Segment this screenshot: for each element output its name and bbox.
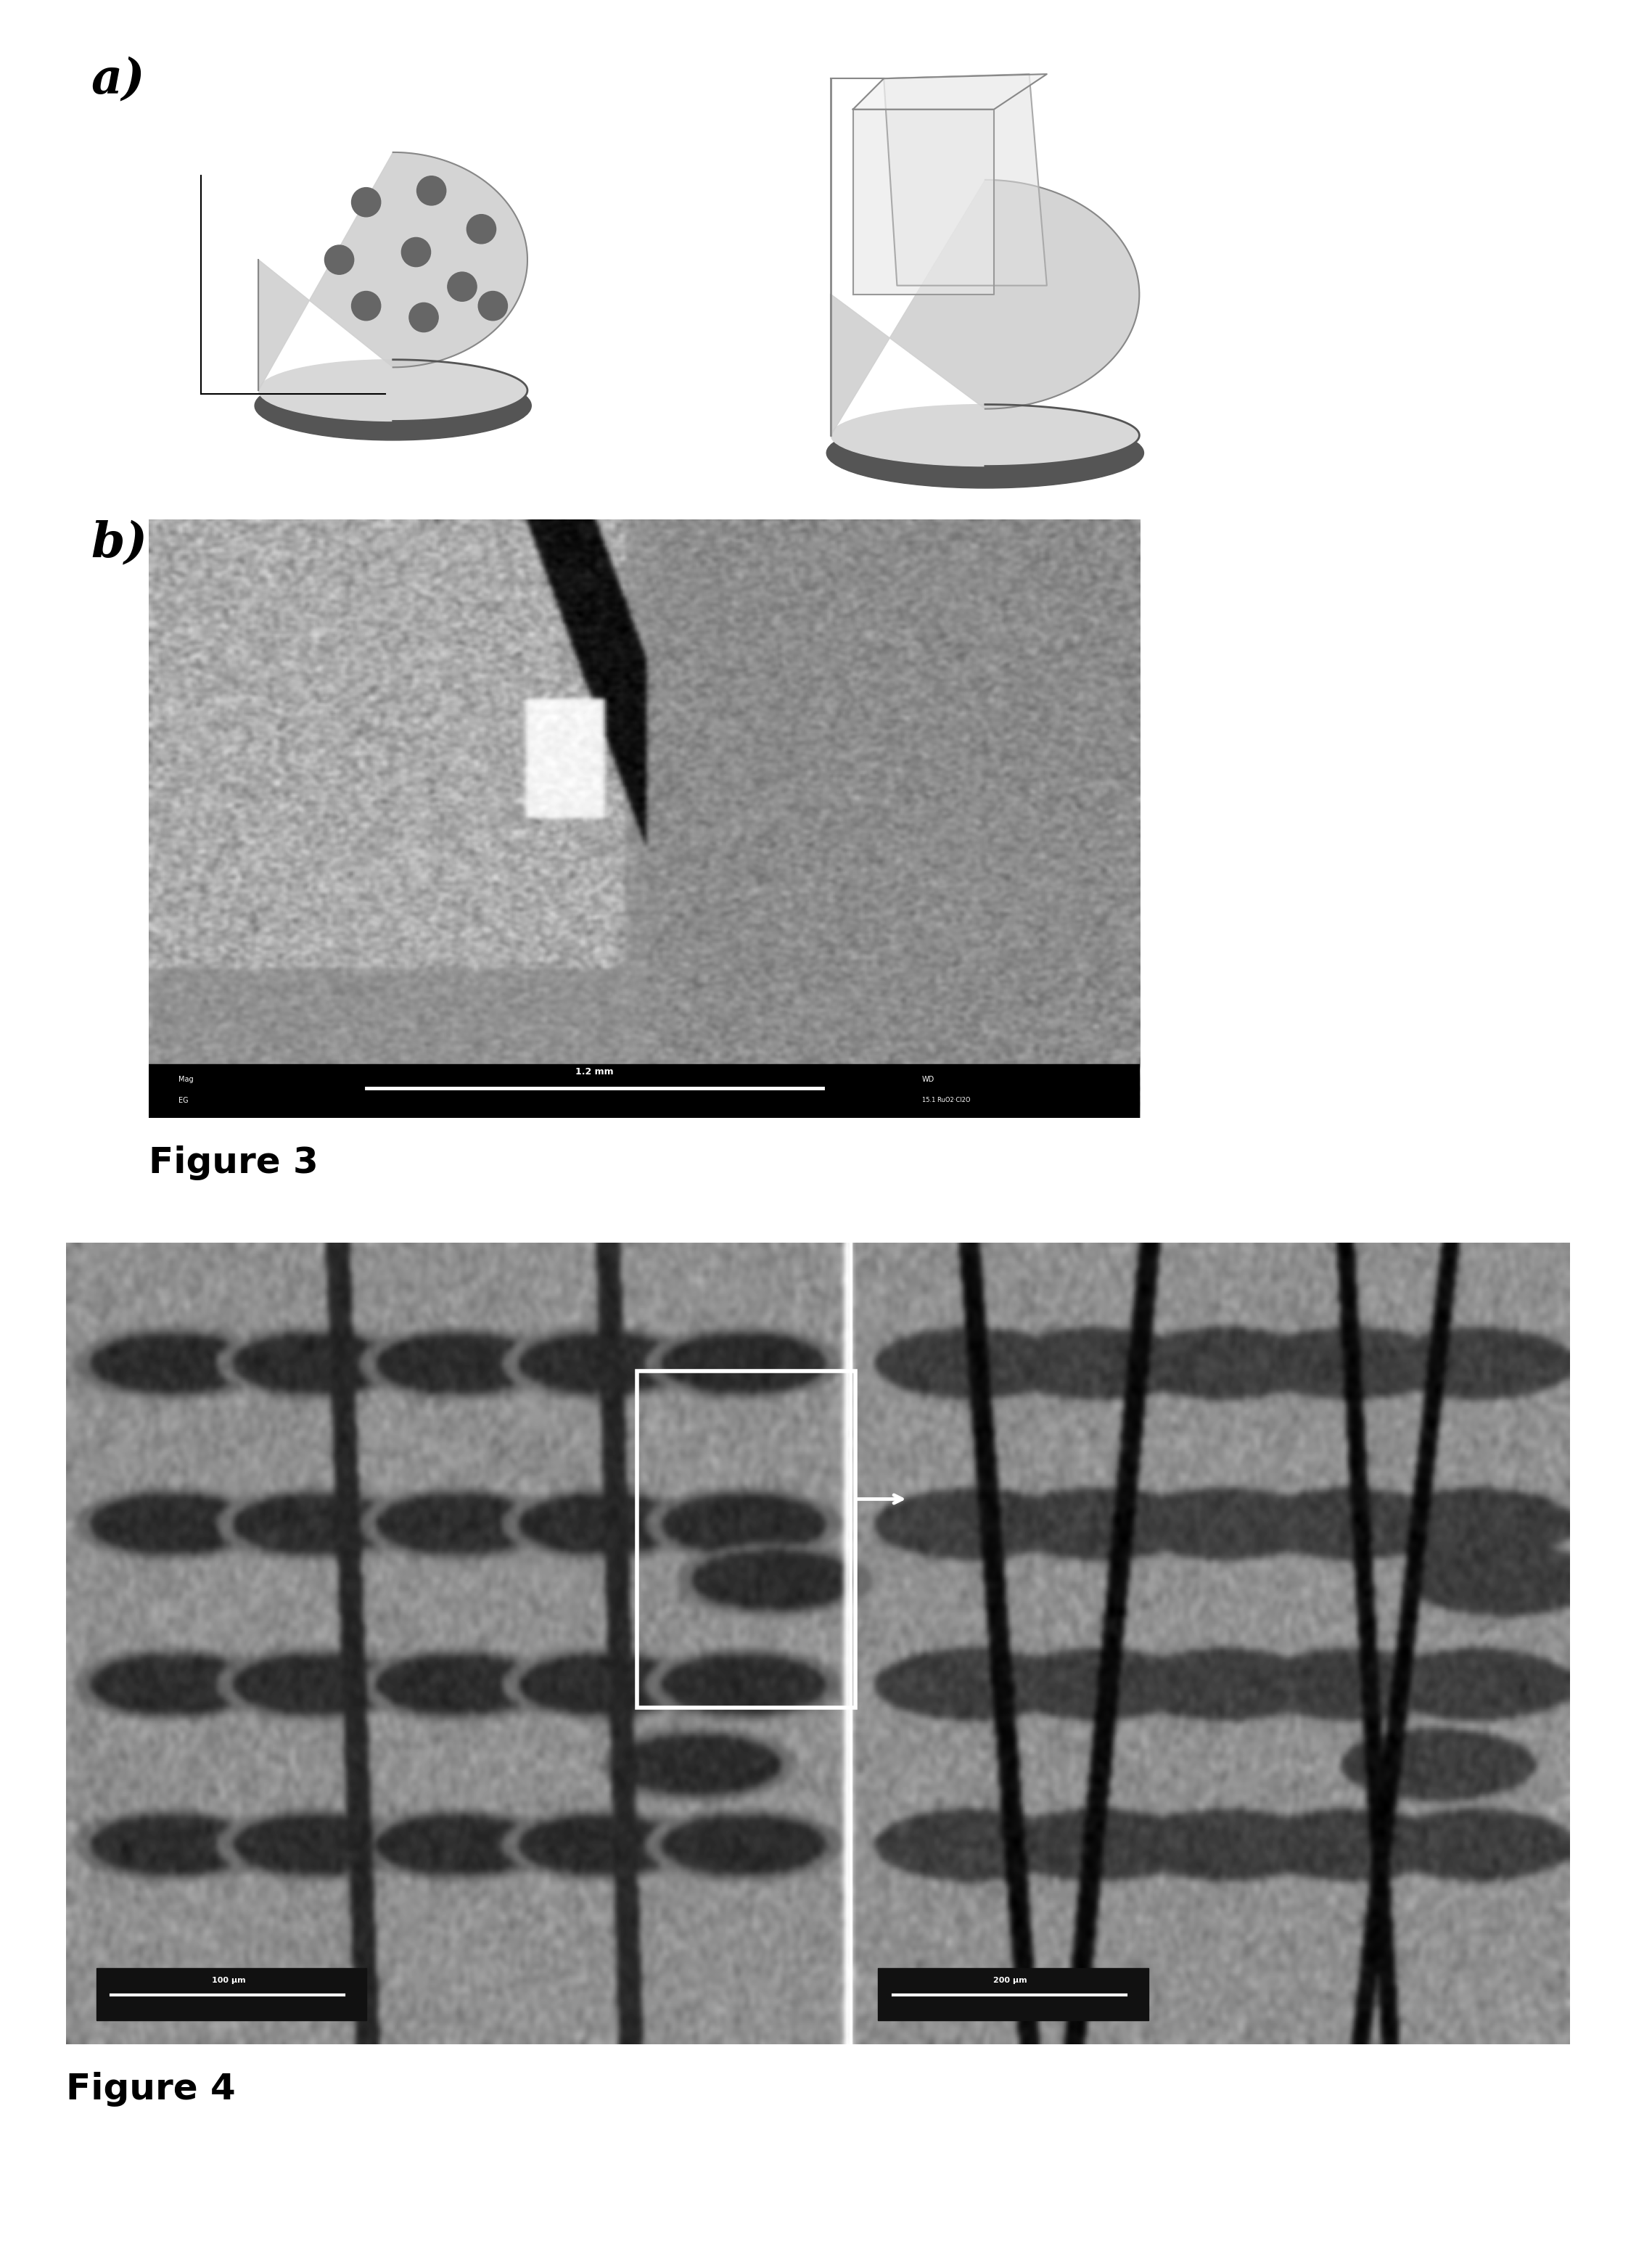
Text: Mag: Mag: [178, 1075, 193, 1082]
Bar: [638, 1371, 856, 1708]
Circle shape: [479, 291, 507, 321]
Circle shape: [448, 271, 477, 300]
Text: 15.1 RuO2·Cl2O: 15.1 RuO2·Cl2O: [922, 1098, 970, 1102]
Polygon shape: [884, 75, 1047, 285]
Circle shape: [416, 176, 446, 206]
Circle shape: [401, 237, 431, 267]
Ellipse shape: [259, 359, 527, 420]
Ellipse shape: [826, 418, 1143, 488]
Circle shape: [352, 187, 380, 217]
Polygon shape: [831, 181, 1140, 436]
Text: b): b): [91, 520, 147, 567]
Ellipse shape: [831, 404, 1140, 465]
Polygon shape: [852, 108, 995, 294]
Circle shape: [352, 291, 380, 321]
Text: Figure 3: Figure 3: [149, 1145, 319, 1179]
Polygon shape: [852, 75, 1047, 108]
Text: 100 μm: 100 μm: [211, 1977, 246, 1983]
Ellipse shape: [254, 370, 532, 441]
Text: Figure 4: Figure 4: [66, 2072, 236, 2105]
Text: a): a): [91, 56, 145, 104]
Text: WD: WD: [922, 1075, 935, 1082]
Bar: [877, 1968, 1148, 2020]
Bar: [149, 1064, 1140, 1118]
Bar: [96, 1968, 367, 2020]
Circle shape: [468, 215, 496, 244]
Circle shape: [410, 303, 438, 332]
Circle shape: [325, 246, 354, 273]
Text: 1.2 mm: 1.2 mm: [575, 1066, 615, 1075]
Text: EG: EG: [178, 1096, 188, 1105]
Polygon shape: [259, 151, 527, 391]
Text: 200 μm: 200 μm: [993, 1977, 1028, 1983]
